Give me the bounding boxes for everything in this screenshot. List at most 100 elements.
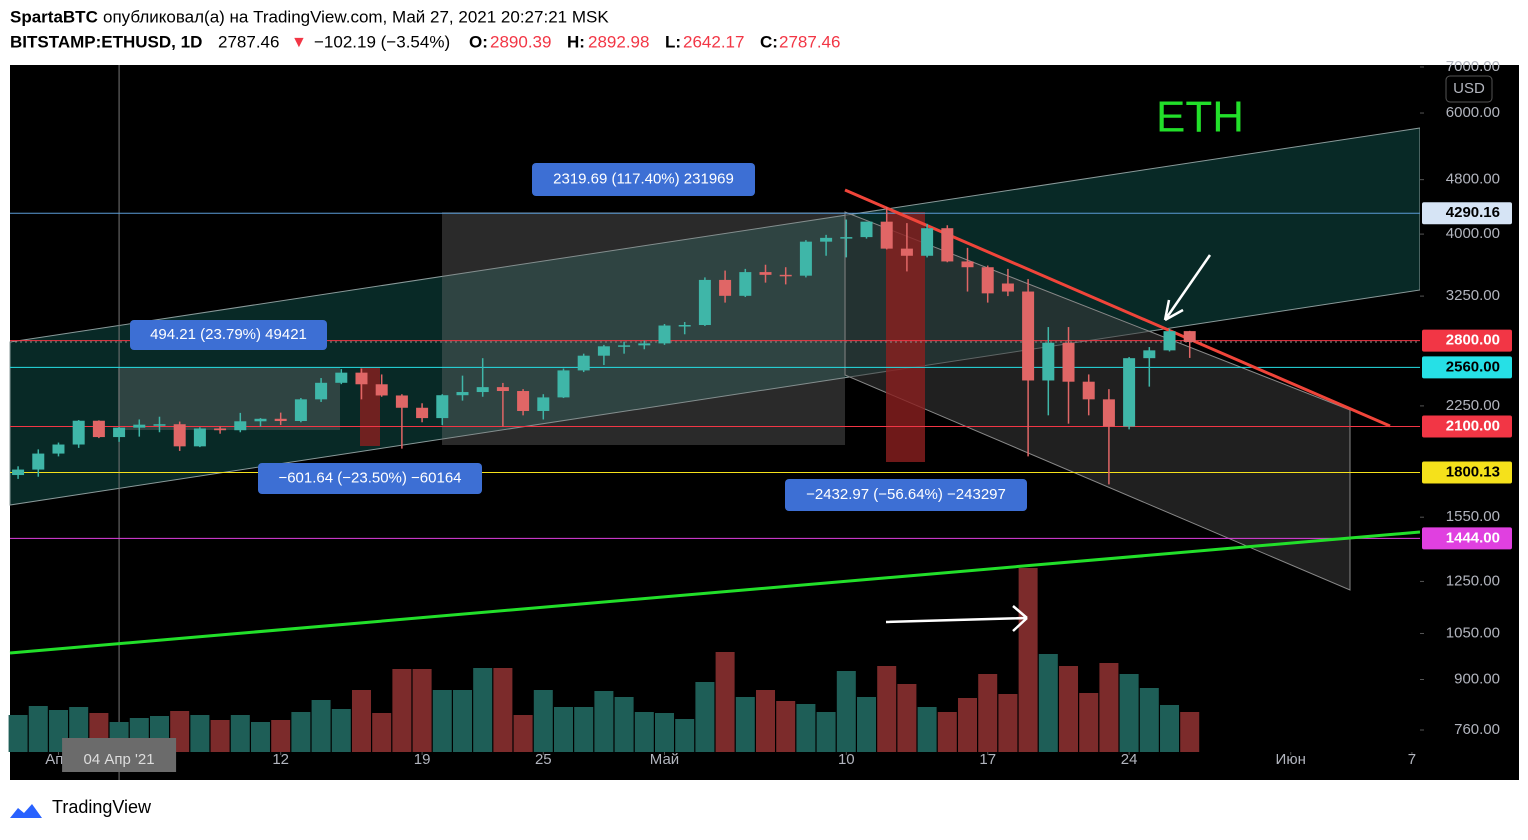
trend-line xyxy=(844,188,1391,428)
x-tick-label: 7 xyxy=(1408,751,1416,768)
candle-body xyxy=(597,346,610,356)
candle-body xyxy=(698,279,711,326)
logo xyxy=(10,804,42,818)
volume-bar xyxy=(1099,663,1119,752)
c-label: C: xyxy=(760,32,778,51)
measure-label: −601.64 (−23.50%) −60164 xyxy=(278,469,461,486)
support-line xyxy=(9,530,1421,655)
candle-body xyxy=(254,418,267,422)
candle-body xyxy=(1082,381,1095,400)
candle-body xyxy=(739,272,752,296)
y-tick-label: 1050.00 xyxy=(1446,624,1500,641)
volume-bar xyxy=(816,712,836,752)
o-value: 2890.39 xyxy=(490,32,551,51)
candle-body xyxy=(799,241,812,276)
candle-body xyxy=(193,428,206,447)
price-label: 4290.16 xyxy=(1446,204,1500,221)
x-tick-label: 10 xyxy=(838,751,855,768)
l-label: L: xyxy=(665,32,681,51)
candle-body xyxy=(900,248,913,256)
candle-body xyxy=(92,420,105,438)
volume-bar xyxy=(614,697,634,752)
volume-bar xyxy=(958,698,978,752)
volume-bar xyxy=(937,712,957,752)
y-tick-label: 4800.00 xyxy=(1446,171,1500,188)
candle-body xyxy=(12,469,25,476)
candle-body xyxy=(678,325,691,327)
volume-bar xyxy=(715,652,735,752)
price-label-bg xyxy=(1422,202,1512,225)
measure-label: 2319.69 (117.40%) 231969 xyxy=(553,170,734,187)
volume-bar xyxy=(917,707,937,752)
candle-body xyxy=(456,392,469,396)
volume-bar xyxy=(654,713,674,752)
volume-bar xyxy=(351,690,371,752)
volume-bar xyxy=(877,666,897,752)
candle-body xyxy=(638,343,651,346)
candle-body xyxy=(759,272,772,275)
arrow xyxy=(885,605,1028,632)
crosshair-label: 04 Апр '21 xyxy=(84,751,155,768)
candle-body xyxy=(133,424,146,428)
price-label-bg xyxy=(1422,461,1512,484)
down-channel xyxy=(844,211,1351,591)
volume-bar xyxy=(1038,654,1058,752)
candle-body xyxy=(557,370,570,398)
price-label: 2560.00 xyxy=(1446,358,1500,375)
volume-bar xyxy=(513,715,533,752)
volume-bar xyxy=(1139,688,1159,752)
title: ETH xyxy=(1156,93,1244,142)
volume-bar xyxy=(695,682,715,752)
candle-body xyxy=(416,407,429,419)
x-tick-label: 24 xyxy=(1121,751,1138,768)
volume-bar xyxy=(1059,666,1079,752)
volume-bar xyxy=(1180,712,1200,752)
candle-body xyxy=(355,372,368,385)
candle-body xyxy=(537,397,550,411)
price-label: 2100.00 xyxy=(1446,417,1500,434)
volume-bar xyxy=(756,690,776,752)
volume-bar xyxy=(190,715,210,752)
candle-body xyxy=(153,424,166,426)
x-tick-label: 25 xyxy=(535,751,552,768)
candle-body xyxy=(1143,350,1156,359)
arrow xyxy=(1163,254,1212,322)
volume-bar xyxy=(978,674,998,752)
y-tick-label: 7000.00 xyxy=(1446,58,1500,75)
candle-body xyxy=(436,395,449,419)
candle-body xyxy=(32,453,45,470)
candle-body xyxy=(961,261,974,268)
volume-bar xyxy=(331,709,351,752)
candle-body xyxy=(1001,283,1014,292)
c-value: 2787.46 xyxy=(779,32,840,51)
candle-body xyxy=(880,221,893,249)
volume-bar xyxy=(432,690,452,752)
y-tick-label: 6000.00 xyxy=(1446,104,1500,121)
candle-body xyxy=(234,421,247,431)
volume-bar xyxy=(998,694,1018,752)
candle-body xyxy=(496,387,509,392)
volume-bar xyxy=(493,668,513,752)
candle-body xyxy=(860,221,873,238)
candle-body xyxy=(375,384,388,396)
candle-body xyxy=(1102,399,1115,427)
candle-body xyxy=(274,418,287,422)
candle-body xyxy=(820,237,833,242)
volume-bar xyxy=(412,669,432,752)
brand: TradingView xyxy=(52,797,152,817)
published: опубликовал(а) на TradingView.com, Май 2… xyxy=(103,7,609,26)
volume-bar xyxy=(533,690,553,752)
change: −102.19 (−3.54%) xyxy=(314,32,450,51)
candle-body xyxy=(52,444,65,454)
volume-bar xyxy=(574,707,594,752)
last-price: 2787.46 xyxy=(218,32,279,51)
volume-bar xyxy=(735,697,755,752)
candle-body xyxy=(981,267,994,294)
volume-bar xyxy=(594,691,614,752)
price-label-bg xyxy=(1422,329,1512,352)
volume-bar xyxy=(897,684,917,752)
measure-label-bg xyxy=(785,479,1027,511)
volume-bar xyxy=(634,712,654,752)
